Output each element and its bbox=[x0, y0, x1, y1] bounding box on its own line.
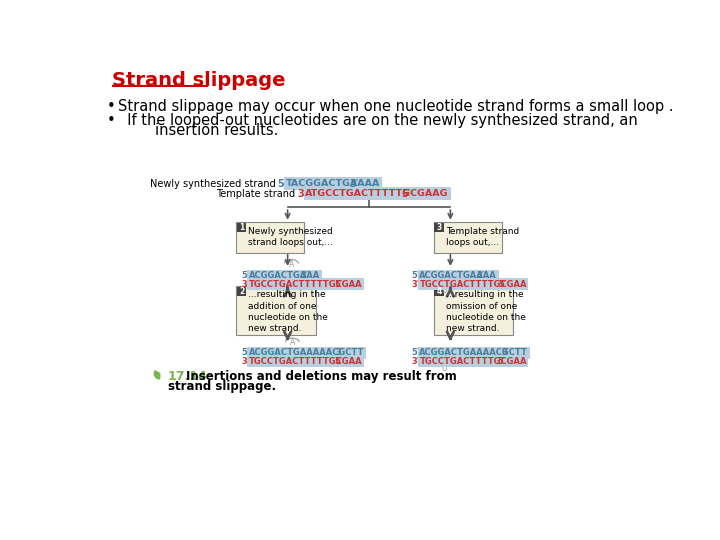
Text: ...resulting in the
addition of one
nucleotide on the
new strand.: ...resulting in the addition of one nucl… bbox=[248, 291, 328, 333]
Text: 5′: 5′ bbox=[334, 356, 342, 366]
Text: A: A bbox=[289, 260, 294, 269]
Text: 17.14: 17.14 bbox=[168, 370, 207, 383]
Text: 5′: 5′ bbox=[241, 348, 249, 357]
Text: 3′: 3′ bbox=[412, 280, 420, 288]
Text: A: A bbox=[289, 338, 295, 347]
Text: 5′: 5′ bbox=[277, 179, 287, 189]
Text: Strand slippage may occur when one nucleotide strand forms a small loop .: Strand slippage may occur when one nucle… bbox=[118, 99, 673, 114]
Text: strand slippage.: strand slippage. bbox=[168, 380, 276, 393]
FancyBboxPatch shape bbox=[434, 286, 513, 335]
Text: 5′: 5′ bbox=[412, 271, 420, 280]
Text: 5′: 5′ bbox=[412, 348, 420, 357]
Text: TGCCTGACTTTTGCGAA: TGCCTGACTTTTGCGAA bbox=[419, 280, 527, 288]
FancyBboxPatch shape bbox=[434, 223, 444, 232]
Text: 3′: 3′ bbox=[300, 271, 308, 280]
Text: 3′: 3′ bbox=[412, 356, 420, 366]
Text: 3′: 3′ bbox=[350, 179, 359, 189]
Text: 2: 2 bbox=[239, 287, 244, 296]
Text: ACGGACTGAAAACGCTT: ACGGACTGAAAACGCTT bbox=[419, 348, 528, 357]
Text: U: U bbox=[441, 363, 447, 373]
Text: Insertions and deletions may result from: Insertions and deletions may result from bbox=[186, 370, 457, 383]
Text: TACGGACTGAAAA: TACGGACTGAAAA bbox=[286, 179, 380, 188]
Text: 5′: 5′ bbox=[498, 280, 507, 288]
Text: ACGGACTGAAAA: ACGGACTGAAAA bbox=[419, 271, 497, 280]
Text: Newly synthesized
strand loops out,...: Newly synthesized strand loops out,... bbox=[248, 226, 333, 247]
Text: Strand slippage: Strand slippage bbox=[112, 71, 285, 90]
Text: ACGGACTGAAAAACGCTT: ACGGACTGAAAAACGCTT bbox=[249, 348, 364, 357]
FancyBboxPatch shape bbox=[434, 287, 444, 296]
Text: •: • bbox=[107, 99, 116, 114]
Text: Template strand
loops out,...: Template strand loops out,... bbox=[446, 226, 519, 247]
Text: 5′: 5′ bbox=[497, 356, 505, 366]
Text: ACGGACTGAAA: ACGGACTGAAA bbox=[249, 271, 320, 280]
Text: TGCCTGACTTTTGCGAA: TGCCTGACTTTTGCGAA bbox=[419, 356, 527, 366]
Text: 3′: 3′ bbox=[297, 189, 306, 199]
FancyBboxPatch shape bbox=[236, 222, 304, 253]
FancyBboxPatch shape bbox=[236, 286, 315, 335]
Text: If the looped-out nucleotides are on the newly synthesized strand, an: If the looped-out nucleotides are on the… bbox=[118, 112, 638, 127]
Text: ATGCCTGACTTTTTGCGAAG: ATGCCTGACTTTTTGCGAAG bbox=[305, 189, 449, 198]
Text: 4: 4 bbox=[436, 287, 442, 296]
Text: Template strand: Template strand bbox=[216, 189, 295, 199]
Text: 1: 1 bbox=[239, 223, 244, 232]
Text: •: • bbox=[107, 112, 116, 127]
Text: 5′: 5′ bbox=[334, 280, 342, 288]
Text: 3′: 3′ bbox=[477, 271, 485, 280]
Text: 3: 3 bbox=[436, 223, 442, 232]
Text: Newly synthesized strand: Newly synthesized strand bbox=[150, 179, 276, 189]
Text: TGCCTGACTTTTTGCGAA: TGCCTGACTTTTTGCGAA bbox=[249, 280, 362, 288]
Wedge shape bbox=[154, 371, 160, 379]
Text: 3′: 3′ bbox=[336, 348, 343, 357]
FancyBboxPatch shape bbox=[237, 287, 246, 296]
Text: 3′: 3′ bbox=[502, 348, 510, 357]
Text: insertion results.: insertion results. bbox=[118, 123, 278, 138]
Text: TGCCTGACTTTTTGCGAA: TGCCTGACTTTTTGCGAA bbox=[249, 356, 362, 366]
Text: 3′: 3′ bbox=[241, 280, 249, 288]
Text: 5′: 5′ bbox=[241, 271, 249, 280]
FancyBboxPatch shape bbox=[434, 222, 502, 253]
Text: ...resulting in the
omission of one
nucleotide on the
new strand.: ...resulting in the omission of one nucl… bbox=[446, 291, 526, 333]
Text: U: U bbox=[441, 286, 447, 295]
Text: 5′: 5′ bbox=[402, 189, 411, 199]
FancyBboxPatch shape bbox=[237, 223, 246, 232]
Text: 3′: 3′ bbox=[241, 356, 249, 366]
